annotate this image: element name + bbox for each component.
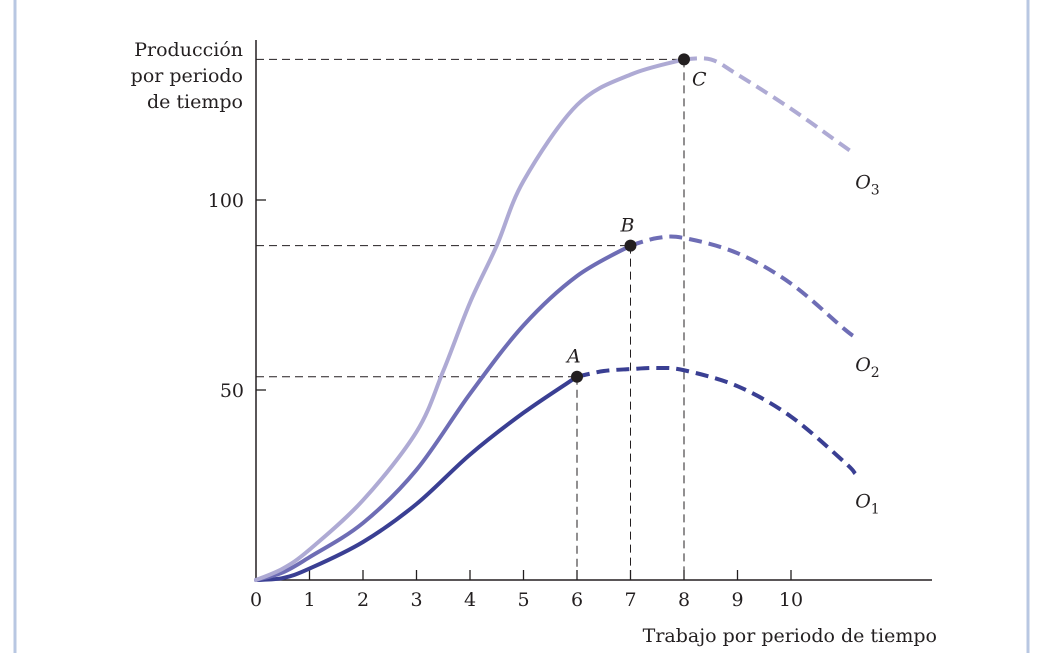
figure-border [13,0,1030,657]
guide-lines [256,58,685,580]
x-tick-label: 5 [517,589,529,611]
series-label: O1 [855,491,880,518]
x-tick-label: 7 [624,589,636,611]
point-marker [678,53,690,66]
series-line-dashed [683,56,857,157]
y-ticks: 50 100 [208,190,266,402]
series-line-dashed [629,234,857,339]
x-tick-label: 10 [779,589,803,611]
x-ticks: 0 1 2 3 4 5 6 7 8 9 10 [250,570,803,611]
point-marker [624,239,637,252]
series-line-solid [254,57,686,582]
x-tick-label: 8 [678,589,690,611]
point-label: B [620,215,635,237]
x-tick-label: 2 [357,589,369,611]
series-line-solid [254,374,579,582]
y-tick-label: 50 [220,380,244,402]
series-label: O3 [855,171,880,198]
point-label: A [565,346,581,368]
x-tick-label: 4 [464,589,476,611]
x-tick-label: 1 [303,589,315,611]
point-markers: A B C [565,53,707,383]
y-axis-title-line-1: Producción [134,39,243,61]
x-tick-label: 9 [731,589,743,611]
curves [254,56,857,582]
y-axis-title-line-3: de tiempo [147,91,243,113]
y-tick-label: 100 [208,190,244,212]
series-line-dashed [576,365,857,475]
point-label: C [692,68,707,90]
series-labels: O1 O2 O3 [855,171,880,517]
series-label: O2 [855,354,880,381]
series-line-solid [254,243,633,582]
x-tick-label: 3 [410,589,422,611]
x-tick-label: 6 [571,589,583,611]
x-axis-title: Trabajo por periodo de tiempo [643,625,937,647]
x-tick-label: 0 [250,589,262,611]
point-marker [571,370,583,383]
y-axis-title-line-2: por periodo [131,65,243,87]
